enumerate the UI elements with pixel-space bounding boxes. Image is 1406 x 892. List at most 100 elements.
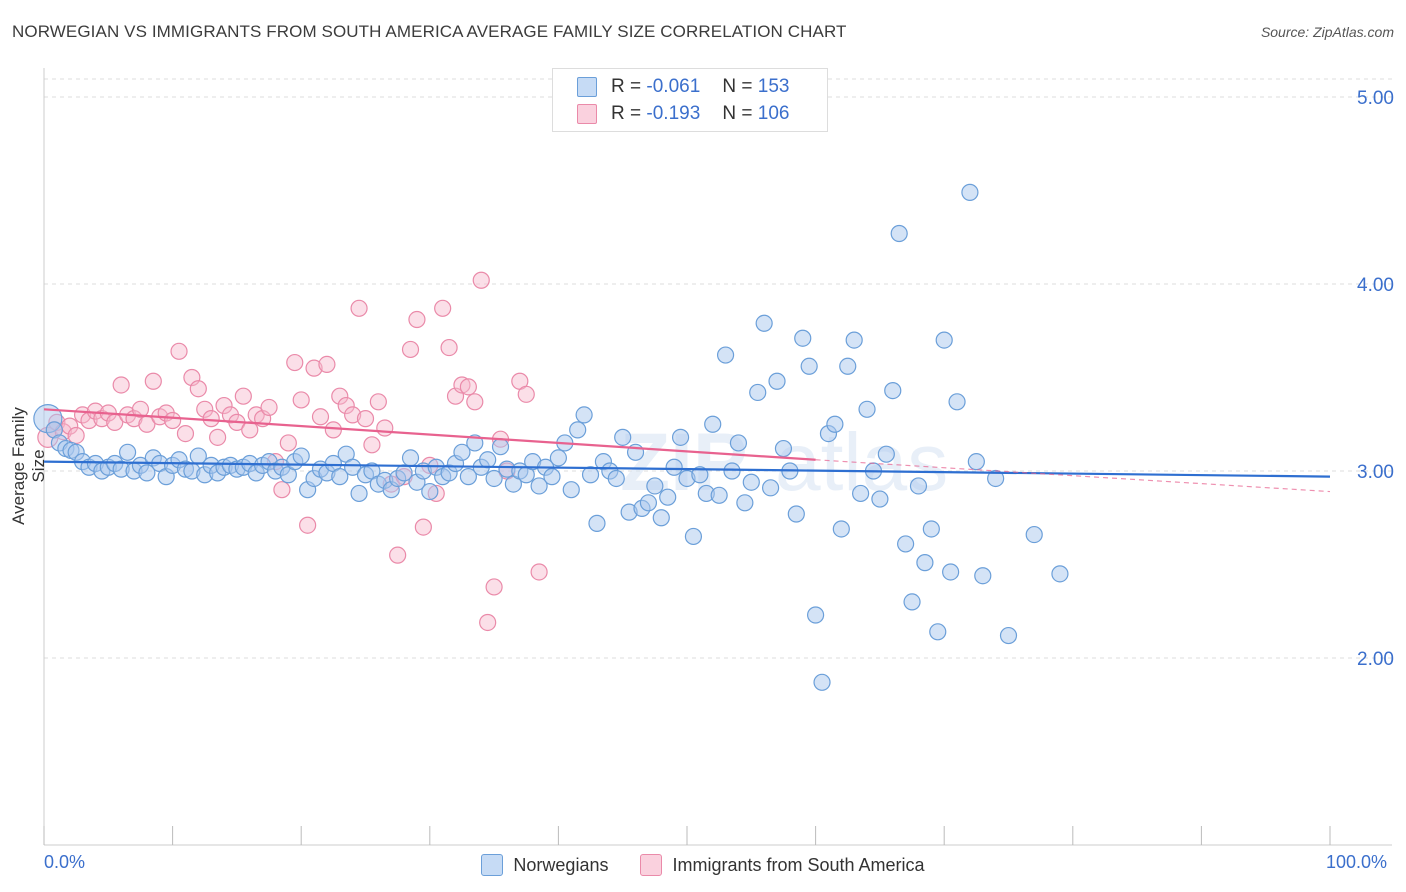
immigrants-point <box>170 342 188 360</box>
norwegians-point <box>543 468 561 486</box>
immigrants-point <box>202 410 220 428</box>
norwegians-point <box>742 473 760 491</box>
norwegians-point <box>575 406 593 424</box>
immigrants-point <box>144 372 162 390</box>
immigrants-point <box>331 387 349 405</box>
y-tick-label: 4.00 <box>1357 275 1394 296</box>
norwegians-swatch <box>577 77 597 97</box>
immigrants-point <box>131 400 150 418</box>
immigrants-swatch <box>577 104 597 124</box>
norwegians-point <box>344 458 362 476</box>
immigrants-point <box>209 428 227 446</box>
r-value: -0.193 <box>646 103 701 124</box>
norwegians-point <box>806 606 825 624</box>
norwegians-point <box>581 466 600 484</box>
immigrants-point <box>401 340 420 359</box>
x-tick-label-max: 100.0% <box>1326 852 1388 872</box>
legend-item-norwegians[interactable]: Norwegians <box>481 854 608 876</box>
immigrants-point <box>189 380 207 398</box>
n-label: N = <box>722 76 753 97</box>
norwegians-point <box>421 482 439 501</box>
norwegians-point <box>761 479 780 497</box>
immigrants-point <box>292 391 310 409</box>
immigrants-point <box>286 353 304 372</box>
norwegians-point <box>839 357 857 375</box>
immigrants-point <box>318 355 336 374</box>
norwegians-point <box>118 443 137 461</box>
norwegians-point <box>858 400 876 418</box>
norwegians-point <box>350 484 368 503</box>
norwegians-point <box>704 415 722 433</box>
norwegians-point <box>716 346 735 364</box>
norwegians-point <box>909 477 928 495</box>
r-label: R = <box>611 103 642 124</box>
norwegians-point <box>774 439 793 458</box>
norwegians-point <box>961 183 979 201</box>
stats-legend: R = -0.061 N = 153 R = -0.193 N = 106 <box>552 68 828 132</box>
legend-label: Immigrants from South America <box>672 854 925 875</box>
norwegians-point <box>935 331 953 349</box>
immigrants-point <box>67 426 85 445</box>
immigrants-point <box>215 396 233 415</box>
immigrants-point <box>299 516 317 534</box>
norwegians-point <box>826 415 844 433</box>
norwegians-point <box>845 331 863 349</box>
norwegians-point <box>659 488 677 506</box>
immigrants-point <box>369 393 387 411</box>
norwegians-point <box>652 509 670 527</box>
norwegians-point <box>942 563 960 581</box>
immigrants-point <box>389 546 407 564</box>
immigrants-trendline-extension <box>815 459 1331 493</box>
norwegians-point <box>903 593 921 611</box>
immigrants-point <box>459 378 477 396</box>
r-value: -0.061 <box>646 76 701 97</box>
immigrants-point <box>408 310 426 329</box>
norwegians-point <box>884 381 902 400</box>
immigrants-point <box>311 408 330 426</box>
norwegians-point <box>871 490 889 508</box>
n-value: 153 <box>757 76 790 97</box>
y-tick-label: 2.00 <box>1357 649 1394 670</box>
norwegians-point <box>852 484 870 503</box>
norwegians-point <box>453 443 471 461</box>
y-tick-label: 5.00 <box>1357 88 1394 109</box>
n-value: 106 <box>757 103 790 124</box>
norwegians-point <box>723 462 741 480</box>
norwegians-point <box>607 469 625 488</box>
y-axis-label: Average Family Size <box>9 407 48 525</box>
immigrants-legend-swatch <box>640 854 663 876</box>
norwegians-point <box>710 486 728 504</box>
norwegians-point <box>787 505 805 523</box>
norwegians-point <box>569 421 587 439</box>
norwegians-point <box>549 449 568 467</box>
norwegians-point <box>665 458 683 476</box>
immigrants-trendline <box>43 408 816 461</box>
norwegians-point <box>929 623 947 641</box>
immigrants-point <box>241 421 259 439</box>
chart-source: Source: ZipAtlas.com <box>1260 24 1394 40</box>
immigrants-point <box>305 359 323 377</box>
norwegians-point <box>948 393 966 411</box>
immigrants-point <box>234 387 252 405</box>
immigrants-point <box>517 385 535 403</box>
norwegians-point <box>671 428 690 446</box>
immigrants-point <box>453 376 471 394</box>
norwegians-point <box>832 520 850 538</box>
norwegians-point <box>292 447 310 465</box>
legend-item-immigrants[interactable]: Immigrants from South America <box>640 854 925 876</box>
immigrants-point <box>472 271 490 289</box>
immigrants-point <box>273 481 291 499</box>
x-tick-label-min: 0.0% <box>44 852 86 872</box>
norwegians-point <box>974 567 992 585</box>
norwegians-point <box>749 383 767 402</box>
norwegians-point <box>562 481 580 499</box>
norwegians-point <box>646 477 664 495</box>
norwegians-point <box>491 438 510 456</box>
immigrants-point <box>164 411 182 430</box>
immigrants-point <box>376 419 394 437</box>
series-legend: Norwegians Immigrants from South America <box>0 852 1406 878</box>
y-tick-label: 3.00 <box>1357 462 1394 483</box>
legend-label: Norwegians <box>513 854 609 875</box>
norwegians-point <box>459 468 477 486</box>
